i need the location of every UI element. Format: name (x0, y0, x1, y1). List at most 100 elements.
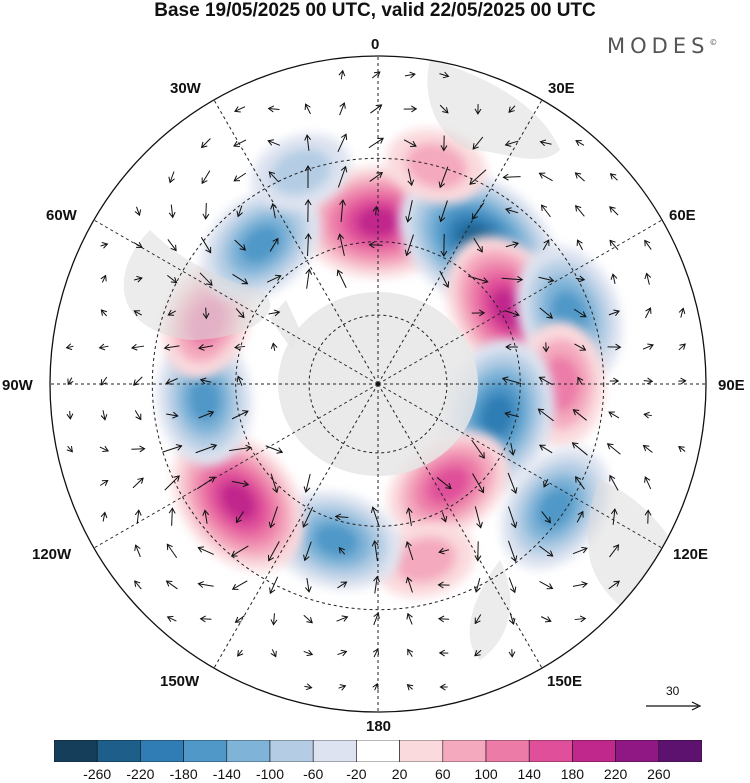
wind-arrow (540, 204, 551, 218)
wind-arrow (404, 71, 416, 79)
wind-arrow (235, 308, 245, 319)
colorbar-tick-label: -60 (303, 766, 324, 782)
wind-arrow (232, 273, 249, 285)
wind-arrow (502, 173, 521, 181)
wind-arrow (164, 475, 180, 491)
wind-arrow (471, 309, 486, 317)
wind-arrow (339, 102, 346, 116)
wind-arrow (438, 547, 450, 555)
wind-arrow (199, 615, 212, 623)
latitude-circle (235, 241, 521, 527)
wind-arrow (609, 239, 619, 250)
wind-arrow (610, 508, 618, 525)
wind-arrow (200, 237, 212, 254)
colorbar-segment (269, 740, 314, 762)
colorbar-segment (399, 740, 444, 762)
wind-arrow (538, 444, 553, 454)
wind-arrow (407, 168, 415, 187)
lon-label-120e: 120E (673, 546, 709, 563)
wind-arrow (440, 233, 448, 257)
wind-arrow (371, 71, 381, 79)
wind-arrow (508, 613, 516, 625)
lon-label-60e: 60E (669, 207, 696, 224)
wind-arrow (474, 541, 482, 562)
wind-arrow (372, 682, 379, 691)
wind-arrow (406, 612, 413, 625)
colorbar-segment (312, 740, 357, 762)
wind-arrow (339, 199, 346, 223)
wind-arrow (538, 376, 553, 386)
meridian-line (377, 219, 663, 385)
wind-arrow (202, 509, 210, 524)
wind-arrow (573, 308, 587, 318)
wind-arrow (645, 307, 652, 319)
colorbar-segment (572, 740, 616, 762)
wind-arrow (609, 173, 618, 181)
wind-arrow (574, 172, 585, 182)
vector-reference-label: 30 (666, 684, 680, 698)
wind-arrow (403, 139, 417, 147)
wind-arrow (270, 342, 278, 351)
meridian-line (213, 99, 379, 385)
wind-arrow (234, 239, 247, 251)
colorbar-segment (54, 740, 98, 762)
wind-arrow (304, 233, 312, 257)
wind-arrow (66, 445, 73, 453)
lon-label-180: 180 (366, 718, 392, 735)
wind-arrow (166, 543, 178, 559)
wind-arrow (574, 343, 587, 351)
wind-arrow (372, 648, 379, 658)
anomaly-contour (219, 481, 258, 522)
wind-arrow (196, 476, 216, 490)
wind-arrow (505, 241, 520, 248)
wind-arrow (574, 615, 587, 623)
wind-arrow (501, 275, 524, 283)
wind-arrow (372, 205, 380, 216)
wind-arrow (270, 649, 277, 658)
lon-label-150w: 150W (160, 673, 200, 690)
wind-arrow (268, 506, 279, 529)
meridian-line (93, 219, 379, 385)
wind-arrow (504, 411, 519, 418)
wind-arrow (609, 206, 619, 216)
south-america (123, 230, 271, 340)
wind-arrow (405, 576, 413, 593)
wind-arrow (575, 476, 585, 490)
lon-label-30w: 30W (170, 80, 201, 97)
wind-arrow (336, 269, 347, 288)
wind-arrow (678, 343, 686, 351)
colorbar-tick-label: -140 (212, 766, 241, 782)
wind-arrow (437, 581, 450, 589)
wind-arrow (471, 439, 485, 459)
wind-arrow (644, 272, 652, 285)
meridian-line (377, 383, 543, 669)
wind-arrow (168, 507, 176, 526)
wind-arrow (267, 139, 281, 146)
colorbar-tick-label: -100 (255, 766, 285, 782)
wind-arrow (438, 166, 449, 189)
wind-arrow (133, 241, 143, 248)
wind-arrow (507, 472, 518, 494)
wind-arrow (439, 71, 450, 79)
colorbar-tick-label: 60 (435, 766, 451, 782)
wind-arrow (508, 105, 516, 113)
wind-arrow (304, 103, 311, 115)
wind-arrow (572, 581, 588, 588)
wind-arrow (162, 444, 183, 453)
wind-arrow (132, 477, 144, 489)
wind-arrow (67, 377, 74, 386)
wind-arrow (99, 479, 109, 487)
colorbar-segment (226, 740, 271, 762)
latitude-circle (151, 157, 605, 611)
anomaly-contour (536, 487, 575, 530)
wind-arrow (270, 202, 277, 219)
wind-arrow (100, 309, 108, 317)
wind-arrow (100, 376, 108, 386)
wind-arrow (405, 507, 413, 526)
colorbar-segment (615, 740, 660, 762)
wind-vectors (65, 69, 687, 691)
wind-arrow (504, 207, 519, 214)
wind-arrow (678, 445, 686, 453)
wind-arrow (438, 649, 449, 657)
wind-arrow (406, 683, 414, 691)
